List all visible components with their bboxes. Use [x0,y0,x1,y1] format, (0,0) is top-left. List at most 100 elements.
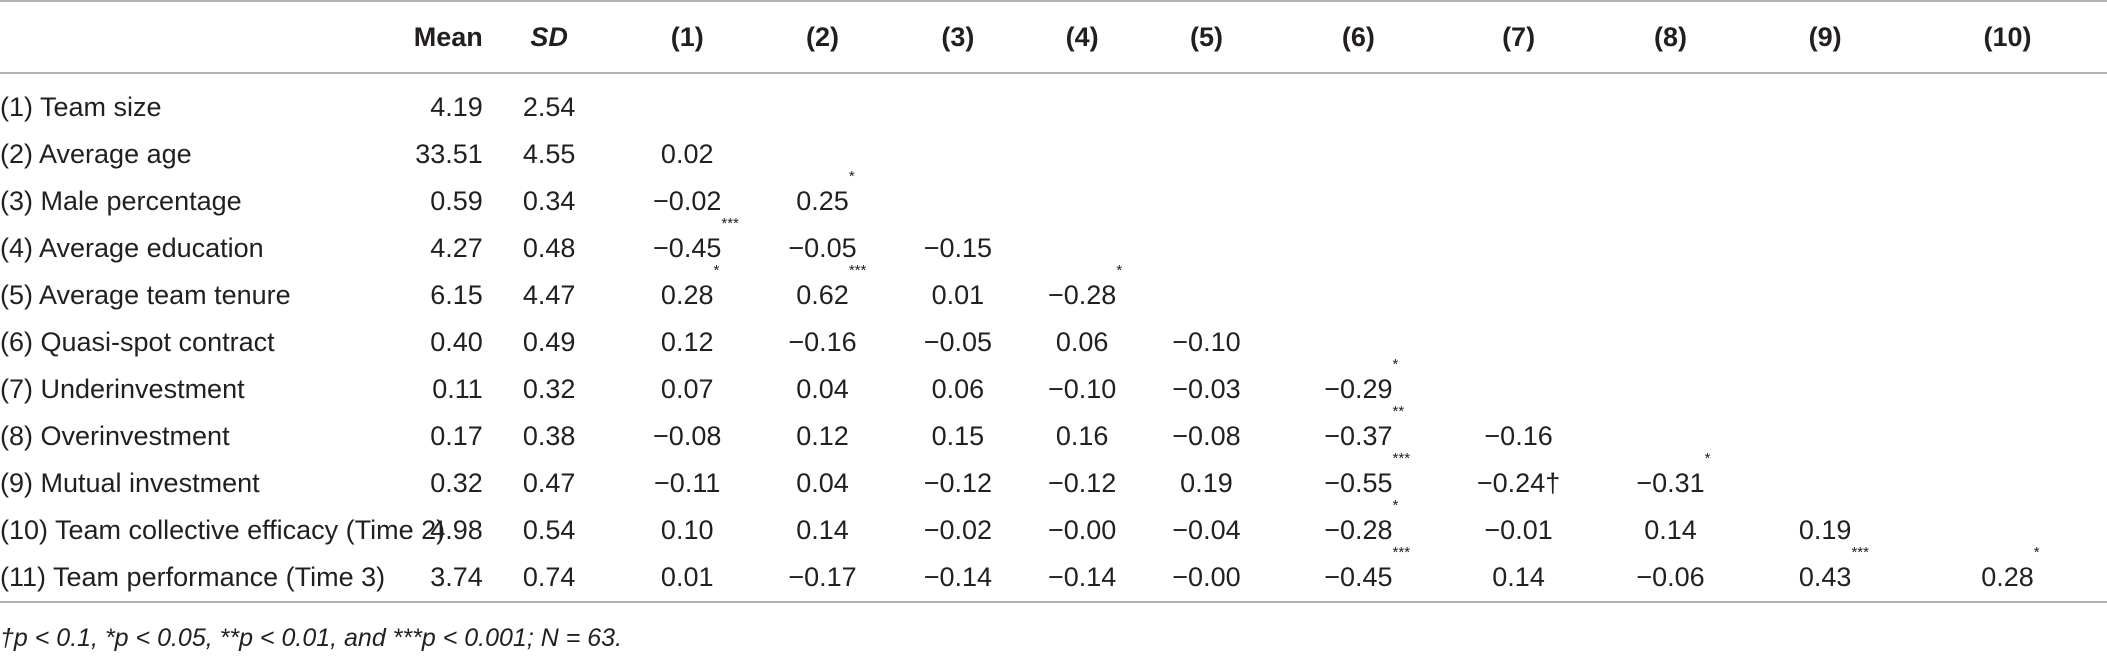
mean-value: 0.59 [430,186,483,216]
variable-label: (10) Team collective efficacy (Time 2) [0,515,446,545]
correlation-value: 0.06 [931,374,985,404]
correlation-cell [1908,73,2107,131]
correlation-cell [1278,319,1438,366]
correlation-value: −0.16 [788,327,857,357]
correlation-cell: −0.10 [1135,319,1279,366]
correlation-cell: −0.45 *** [1278,545,1439,603]
correlation-value: 0.19 [1798,515,1852,545]
correlation-value: 0.12 [796,421,849,451]
correlation-value: −0.12 [923,468,993,498]
correlation-value: −0.55 *** [1324,450,1411,498]
correlation-cell [1599,272,1743,319]
correlation-cell [1030,73,1135,131]
mean-value: 6.15 [430,280,483,310]
significance-marker: *** [848,262,867,279]
correlation-value: −0.11 [654,468,721,498]
table-row: (6) Quasi-spot contract 0.40 0.49 0.12 −0.16… [0,319,2107,366]
mean-value: 3.74 [381,554,483,603]
correlation-cell: −0.05 [886,319,1030,366]
correlation-cell [1742,131,1908,178]
sd-value: 0.34 [522,186,576,216]
correlation-value: 0.19 [1180,468,1233,498]
correlation-cell [1438,225,1598,272]
sd-value: 0.54 [522,515,576,545]
correlation-cell: −0.29 * [1278,357,1438,413]
correlation-cell [1278,73,1438,131]
correlation-cell [1742,460,1908,507]
correlation-cell: 0.43 *** [1742,545,1909,603]
table-row: (2) Average age 33.51 4.55 0.02 [0,131,2107,178]
correlation-value: 0.10 [660,515,714,545]
correlation-cell [1030,131,1135,178]
correlation-cell: 0.04 [759,460,886,507]
correlation-value: 0.04 [796,374,849,404]
sd-value: 0.74 [482,554,616,603]
correlation-value: 0.01 [931,280,985,310]
correlation-value: −0.08 [1172,421,1241,451]
table-row: (5) Average team tenure 6.15 4.47 0.28 * 0.62… [0,262,2107,319]
correlation-value: 0.15 [931,421,985,451]
column-header: (5) [1134,0,1279,74]
sd-value: 0.38 [522,421,576,451]
variable-label: (2) Average age [0,139,192,169]
correlation-cell: −0.10 [1030,366,1135,413]
correlation-cell [1908,460,2107,507]
mean-value: 4.98 [430,515,483,545]
correlation-cell: 0.12 [759,413,886,460]
correlation-cell: −0.55 *** [1278,450,1438,507]
column-header: (4) [1029,0,1135,74]
correlation-value: 0.02 [660,139,714,169]
correlation-value: 0.06 [1055,327,1109,357]
correlation-cell [1599,73,1743,131]
correlation-cell: 0.28 * [615,262,759,319]
correlation-value: −0.06 [1636,562,1705,592]
correlation-value: −0.17 [788,562,857,592]
correlation-value: −0.14 [1048,562,1117,592]
correlation-cell [1278,131,1438,178]
correlation-cell: 0.14 [1438,554,1599,603]
variable-label: (5) Average team tenure [0,280,291,310]
table-row: (8) Overinvestment 0.17 0.38 −0.08 0.12 0.15 0… [0,404,2107,460]
correlation-cell: −0.04 [1135,507,1279,554]
sd-value: 0.32 [522,374,576,404]
correlation-cell [1742,272,1908,319]
correlation-value: −0.16 [1484,421,1553,451]
significance-marker: *** [1392,544,1411,561]
correlation-value: 0.01 [660,562,714,592]
correlation-cell [1278,272,1438,319]
variable-label: (4) Average education [0,233,264,263]
correlation-value: −0.04 [1172,515,1241,545]
correlation-value: −0.10 [1172,327,1241,357]
correlation-cell: −0.02 [886,507,1030,554]
correlation-value: −0.05 [788,233,857,263]
mean-value: 0.17 [430,421,483,451]
correlation-cell: 0.19 [1742,507,1908,554]
significance-marker: * [1116,262,1123,279]
correlation-cell: −0.11 [615,460,759,507]
correlation-value: −0.00 [1172,562,1241,592]
variable-label: (3) Male percentage [0,186,242,216]
header-row: Mean SD (1) (2) (3) (4) (5) (6) (7) (8) (9) (10) [0,0,2107,74]
correlation-value: 0.07 [660,374,714,404]
correlation-cell: −0.45 *** [615,216,759,272]
correlation-cell: 0.62 *** [759,262,886,319]
correlation-cell [1030,178,1135,225]
correlation-value: −0.15 [923,233,993,263]
variable-label: (8) Overinvestment [0,421,230,451]
correlation-cell [1908,178,2107,225]
correlation-cell [1438,366,1598,413]
column-header: (2) [759,0,887,74]
correlation-cell: 0.14 [759,507,886,554]
correlation-value: −0.28 * [1048,262,1123,310]
correlation-value: 0.28 * [660,262,720,310]
correlation-value: 0.25 * [796,168,855,216]
correlation-value: 0.62 *** [796,262,867,310]
variable-label: (6) Quasi-spot contract [0,327,275,357]
correlation-cell [1599,178,1743,225]
correlation-cell [1135,178,1279,225]
correlation-value: −0.02 [653,186,722,216]
correlation-value: −0.10 [1048,374,1117,404]
mean-value: 0.11 [432,374,483,404]
correlation-cell [615,73,759,131]
variable-label: (11) Team performance (Time 3) [0,554,385,603]
